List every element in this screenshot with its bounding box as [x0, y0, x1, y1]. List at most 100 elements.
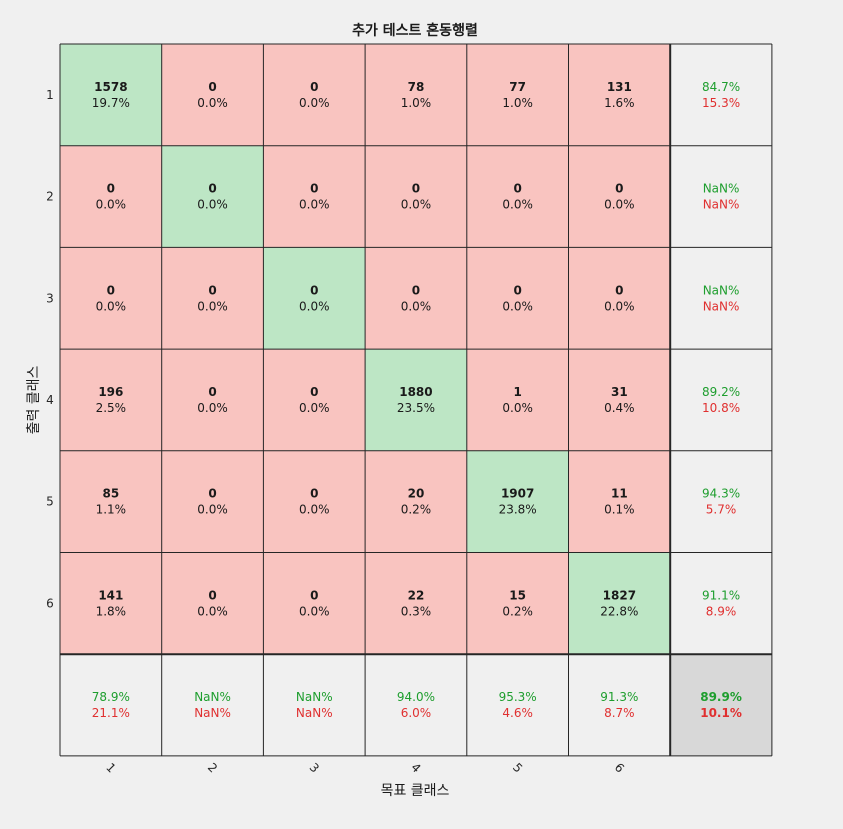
- cell-percent-label: 23.8%: [499, 503, 537, 517]
- diagonal-cell: [466, 450, 569, 553]
- cell-percent-label: 1.1%: [96, 503, 127, 517]
- off-diagonal-cell: [161, 450, 264, 553]
- off-diagonal-cell: [365, 450, 467, 553]
- x-axis-label: 목표 클래스: [381, 783, 450, 799]
- off-diagonal-cell: [161, 349, 264, 451]
- summary-incorrect-label: NaN%: [703, 299, 740, 313]
- off-diagonal-cell: [263, 145, 366, 248]
- cell-count-label: 0: [310, 588, 318, 602]
- cell-percent-label: 0.2%: [502, 604, 533, 618]
- cell-percent-label: 0.0%: [197, 96, 228, 110]
- summary-correct-label: NaN%: [703, 182, 740, 196]
- cell-count-label: 1907: [501, 487, 534, 501]
- summary-incorrect-label: 21.1%: [92, 706, 130, 720]
- y-axis-label: 출력 클래스: [26, 365, 42, 434]
- cell-count-label: 1578: [94, 80, 127, 94]
- off-diagonal-cell: [568, 247, 671, 350]
- cell-percent-label: 0.4%: [604, 401, 635, 415]
- cell-count-label: 131: [607, 80, 632, 94]
- summary-cell: [161, 654, 264, 756]
- summary-cell: [670, 450, 772, 553]
- cell-count-label: 1: [513, 385, 521, 399]
- cell-percent-label: 0.0%: [299, 299, 330, 313]
- off-diagonal-cell: [161, 247, 264, 350]
- cell-count-label: 0: [310, 182, 318, 196]
- x-tick-label: 3: [307, 760, 322, 775]
- summary-incorrect-label: 15.3%: [702, 96, 740, 110]
- x-tick-label: 4: [408, 760, 423, 775]
- cell-percent-label: 0.0%: [197, 299, 228, 313]
- cell-percent-label: 1.0%: [401, 96, 432, 110]
- x-tick-label: 5: [510, 760, 525, 775]
- cell-percent-label: 1.6%: [604, 96, 635, 110]
- cell-percent-label: 23.5%: [397, 401, 435, 415]
- summary-incorrect-label: 8.9%: [706, 604, 737, 618]
- x-tick-label: 6: [612, 760, 627, 775]
- summary-correct-label: 89.2%: [702, 385, 740, 399]
- y-tick-label: 2: [46, 190, 54, 204]
- off-diagonal-cell: [466, 247, 569, 350]
- diagonal-cell: [161, 145, 264, 248]
- chart-title: 추가 테스트 혼동행렬: [352, 22, 478, 39]
- cell-percent-label: 0.0%: [197, 198, 228, 212]
- off-diagonal-cell: [60, 450, 162, 553]
- summary-cell: [466, 654, 569, 756]
- diagonal-cell: [60, 44, 162, 146]
- cell-count-label: 15: [509, 588, 526, 602]
- cell-percent-label: 0.0%: [299, 96, 330, 110]
- cell-count-label: 0: [107, 283, 115, 297]
- cell-percent-label: 0.0%: [96, 198, 127, 212]
- x-tick-label: 2: [205, 760, 220, 775]
- off-diagonal-cell: [365, 145, 467, 248]
- cell-count-label: 0: [513, 283, 521, 297]
- cell-count-label: 11: [611, 487, 628, 501]
- cell-percent-label: 19.7%: [92, 96, 130, 110]
- summary-incorrect-label: 4.6%: [502, 706, 533, 720]
- cell-percent-label: 0.0%: [502, 401, 533, 415]
- summary-cell: [670, 552, 772, 655]
- summary-cell: [568, 654, 671, 756]
- summary-incorrect-label: 6.0%: [401, 706, 432, 720]
- cell-percent-label: 2.5%: [96, 401, 127, 415]
- summary-incorrect-label: 5.7%: [706, 503, 737, 517]
- cell-percent-label: 0.0%: [96, 299, 127, 313]
- summary-cell: [670, 44, 772, 146]
- cell-count-label: 0: [310, 385, 318, 399]
- off-diagonal-cell: [466, 44, 569, 146]
- cell-count-label: 0: [412, 182, 420, 196]
- summary-correct-label: NaN%: [194, 690, 231, 704]
- cell-percent-label: 0.0%: [197, 503, 228, 517]
- summary-cell: [263, 654, 366, 756]
- cell-percent-label: 0.0%: [604, 198, 635, 212]
- cell-percent-label: 0.2%: [401, 503, 432, 517]
- cell-count-label: 0: [412, 283, 420, 297]
- cell-percent-label: 0.0%: [401, 299, 432, 313]
- off-diagonal-cell: [60, 349, 162, 451]
- off-diagonal-cell: [466, 349, 569, 451]
- cell-count-label: 1880: [399, 385, 432, 399]
- y-tick-label: 6: [46, 596, 54, 610]
- summary-correct-label: 95.3%: [499, 690, 537, 704]
- cell-count-label: 0: [310, 80, 318, 94]
- y-tick-label: 4: [46, 393, 54, 407]
- off-diagonal-cell: [568, 349, 671, 451]
- summary-incorrect-label: 10.1%: [700, 706, 742, 720]
- cell-labels: 157819.7%00.0%00.0%781.0%771.0%1311.6%84…: [92, 80, 742, 720]
- summary-cell: [365, 654, 467, 756]
- cell-percent-label: 0.0%: [502, 299, 533, 313]
- cell-count-label: 0: [310, 283, 318, 297]
- summary-incorrect-label: NaN%: [703, 198, 740, 212]
- cell-count-label: 0: [615, 182, 623, 196]
- off-diagonal-cell: [263, 44, 366, 146]
- diagonal-cell: [568, 552, 671, 655]
- cell-percent-label: 0.0%: [299, 198, 330, 212]
- summary-incorrect-label: NaN%: [296, 706, 333, 720]
- off-diagonal-cell: [60, 247, 162, 350]
- cell-count-label: 0: [208, 487, 216, 501]
- off-diagonal-cell: [263, 552, 366, 655]
- off-diagonal-cell: [365, 44, 467, 146]
- cell-count-label: 20: [408, 487, 425, 501]
- cell-count-label: 0: [513, 182, 521, 196]
- summary-incorrect-label: 8.7%: [604, 706, 635, 720]
